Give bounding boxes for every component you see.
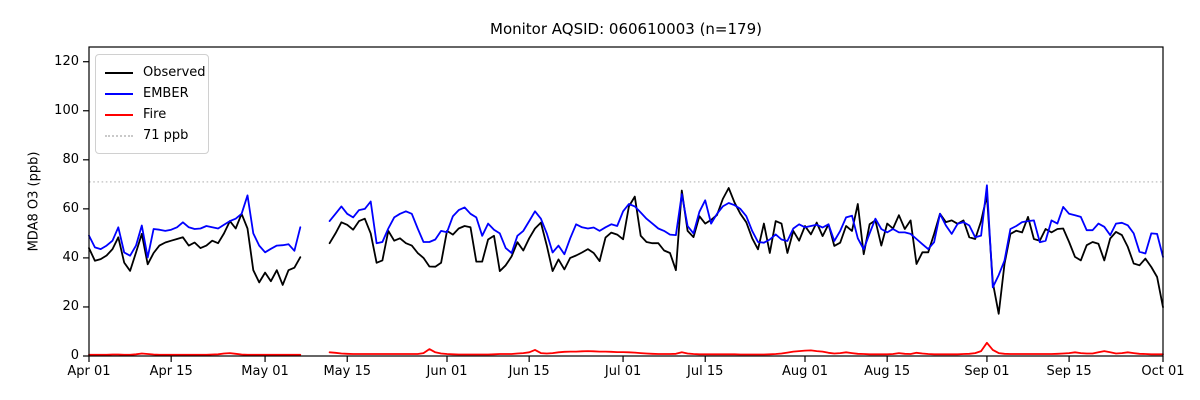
- legend-label-threshold: 71 ppb: [143, 128, 189, 143]
- threshold-line-swatch: [105, 134, 133, 137]
- x-tick-label: May 01: [241, 364, 289, 379]
- legend-item-observed: Observed: [105, 62, 206, 83]
- x-tick-label: Sep 01: [964, 364, 1010, 379]
- x-tick-label: Oct 01: [1141, 364, 1185, 379]
- ember-line-swatch: [105, 92, 133, 95]
- fire-line-swatch: [105, 113, 133, 116]
- y-tick-label: 100: [54, 102, 79, 118]
- x-tick-label: Apr 15: [149, 364, 193, 379]
- plot-border: [88, 46, 1164, 357]
- y-tick-label: 40: [62, 249, 79, 265]
- legend-item-fire: Fire: [105, 104, 200, 125]
- legend-item-ember: EMBER: [105, 83, 200, 104]
- series-line-fire: [88, 341, 1164, 356]
- x-tick-label: Sep 15: [1046, 364, 1092, 379]
- x-tick-label: Jul 15: [687, 364, 724, 379]
- y-tick-label: 60: [62, 200, 79, 216]
- legend-label-fire: Fire: [143, 107, 167, 122]
- series-line-observed: [88, 187, 1164, 315]
- series-line-ember: [88, 184, 1164, 289]
- observed-line-swatch: [105, 71, 133, 74]
- legend-item-threshold: 71 ppb: [105, 125, 200, 146]
- y-tick-label: 20: [62, 298, 79, 314]
- x-tick-label: Jun 15: [508, 364, 550, 379]
- x-tick-label: Jul 01: [604, 364, 642, 379]
- legend: Observed EMBER Fire 71 ppb: [95, 54, 209, 154]
- chart-title: Monitor AQSID: 060610003 (n=179): [490, 20, 762, 38]
- x-tick-label: Aug 01: [781, 364, 829, 379]
- legend-label-observed: Observed: [143, 65, 206, 80]
- x-tick-label: May 15: [323, 364, 371, 379]
- x-tick-label: Aug 15: [864, 364, 911, 379]
- y-tick-label: 80: [62, 151, 79, 167]
- legend-label-ember: EMBER: [143, 86, 189, 101]
- y-tick-label: 120: [54, 53, 79, 69]
- y-tick-label: 0: [70, 348, 79, 363]
- x-tick-label: Apr 01: [67, 364, 111, 379]
- x-tick-label: Jun 01: [426, 364, 468, 379]
